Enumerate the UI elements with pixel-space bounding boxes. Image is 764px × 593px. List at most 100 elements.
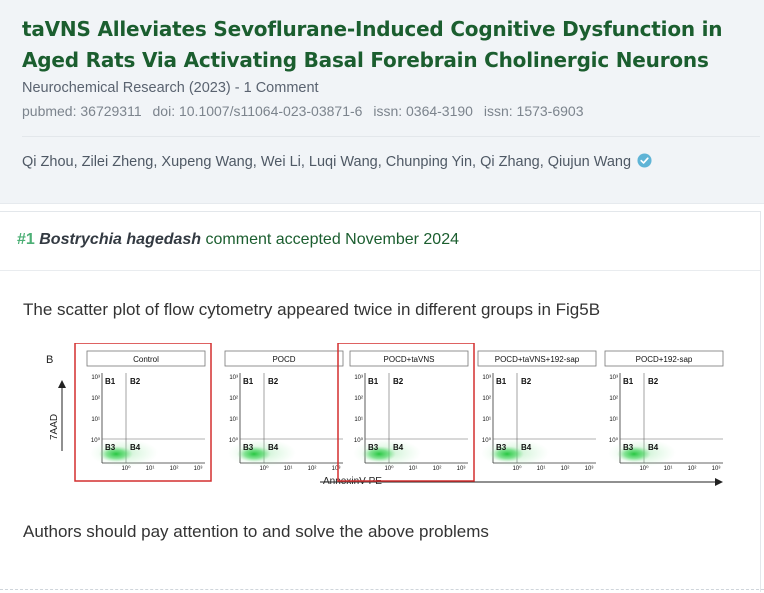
y-tick-label: 10¹: [91, 417, 100, 423]
y-tick-label: 10⁰: [609, 437, 619, 444]
comment-paragraph: Authors should pay attention to and solv…: [23, 522, 489, 541]
issn-electronic: issn: 1573-6903: [483, 103, 584, 119]
x-tick-label: 10¹: [146, 466, 155, 472]
quadrant-label: B3: [243, 443, 254, 452]
y-tick-label: 10³: [91, 375, 100, 381]
x-tick-label: 10³: [457, 466, 466, 472]
y-axis-label: 7AAD: [49, 414, 60, 440]
comment-status: comment accepted November 2024: [205, 231, 459, 248]
y-tick-label: 10³: [229, 375, 238, 381]
x-tick-label: 10³: [585, 466, 594, 472]
quadrant-label: B1: [496, 377, 507, 386]
y-tick-label: 10³: [609, 375, 618, 381]
y-tick-label: 10¹: [354, 417, 363, 423]
cell-population: [362, 446, 396, 462]
x-tick-label: 10¹: [664, 466, 673, 472]
duplicate-highlight-box: [74, 343, 212, 482]
verified-check-icon: [637, 153, 652, 172]
y-tick-label: 10⁰: [482, 437, 492, 444]
journal-info: Neurochemical Research (2023) - 1 Commen…: [22, 80, 319, 96]
group-title-box: [477, 350, 597, 367]
y-tick-label: 10³: [354, 375, 363, 381]
quadrant-label: B4: [268, 443, 279, 452]
issn-print: issn: 0364-3190: [373, 103, 473, 119]
y-tick-label: 10²: [91, 396, 100, 402]
group-label: POCD+taVNS: [384, 355, 435, 364]
y-tick-label: 10²: [354, 396, 363, 402]
quadrant-label: B2: [268, 377, 279, 386]
x-tick-label: 10²: [688, 466, 697, 472]
quadrant-label: B2: [393, 377, 404, 386]
cytometry-panel: POCD+taVNS B1 B2 B3 B4 10³ 10² 10¹ 10⁰ 10⁰ 10¹ 10² 1…: [337, 343, 475, 482]
cell-population: [99, 446, 133, 462]
quadrant-label: B2: [130, 377, 141, 386]
x-tick-label: 10⁰: [512, 465, 522, 472]
quadrant-label: B3: [105, 443, 116, 452]
bottom-divider: [0, 589, 764, 590]
quadrant-label: B4: [130, 443, 141, 452]
quadrant-label: B1: [623, 377, 634, 386]
y-tick-label: 10¹: [482, 417, 491, 423]
comment-card: #1 Bostrychia hagedash comment accepted …: [0, 211, 761, 592]
author-list: Qi Zhou, Zilei Zheng, Xupeng Wang, Wei L…: [22, 153, 652, 172]
cytometry-panel: POCD B1 B2 B3 B4 10³ 10² 10¹ 10⁰ 10⁰ 10¹ 10² 10³: [224, 350, 344, 472]
quadrant-label: B4: [521, 443, 532, 452]
x-tick-label: 10⁰: [384, 465, 394, 472]
x-tick-label: 10⁰: [121, 465, 131, 472]
pubmed-id[interactable]: pubmed: 36729311: [22, 103, 142, 119]
y-tick-label: 10²: [482, 396, 491, 402]
group-label: Control: [133, 355, 159, 364]
cell-population: [490, 446, 524, 462]
duplicate-highlight-box: [337, 343, 475, 482]
comment-paragraph: The scatter plot of flow cytometry appea…: [23, 300, 601, 319]
quadrant-label: B1: [368, 377, 379, 386]
y-tick-label: 10⁰: [91, 437, 101, 444]
cell-population: [237, 446, 271, 462]
x-tick-label: 10¹: [409, 466, 418, 472]
quadrant-label: B3: [496, 443, 507, 452]
paper-title[interactable]: taVNS Alleviates Sevoflurane-Induced Cog…: [22, 17, 723, 72]
quadrant-label: B1: [105, 377, 116, 386]
x-tick-label: 10²: [170, 466, 179, 472]
comment-number[interactable]: #1: [17, 231, 35, 248]
y-tick-label: 10¹: [229, 417, 238, 423]
quadrant-label: B3: [368, 443, 379, 452]
group-label: POCD+taVNS+192-sap: [495, 355, 580, 364]
y-tick-label: 10⁰: [229, 437, 239, 444]
paper-header: taVNS Alleviates Sevoflurane-Induced Cog…: [0, 0, 764, 204]
comment-meta: #1 Bostrychia hagedash comment accepted …: [17, 231, 459, 249]
group-title-box: [604, 350, 724, 367]
quadrant-label: B2: [521, 377, 532, 386]
header-divider: [22, 136, 760, 137]
x-tick-label: 10²: [561, 466, 570, 472]
group-title-box: [86, 350, 206, 367]
y-tick-label: 10²: [609, 396, 618, 402]
doi-id[interactable]: doi: 10.1007/s11064-023-03871-6: [152, 103, 363, 119]
x-tick-label: 10³: [194, 466, 203, 472]
identifier-list: pubmed: 36729311 doi: 10.1007/s11064-023…: [22, 103, 591, 119]
quadrant-label: B2: [648, 377, 659, 386]
quadrant-label: B4: [393, 443, 404, 452]
cytometry-panel: POCD+192-sap B1 B2 B3 B4 10³ 10² 10¹ 10⁰ 10⁰ 10¹ 10…: [604, 350, 724, 472]
y-tick-label: 10³: [482, 375, 491, 381]
cytometry-panel: Control B1 B2 B3 B4 10³ 10² 10¹ 10⁰ 10⁰ 10¹ 10² 10³: [74, 343, 212, 482]
x-tick-label: 10¹: [284, 466, 293, 472]
x-tick-label: 10⁰: [639, 465, 649, 472]
x-tick-label: 10⁰: [259, 465, 269, 472]
x-tick-label: 10¹: [537, 466, 546, 472]
quadrant-label: B1: [243, 377, 254, 386]
group-label: POCD+192-sap: [636, 355, 693, 364]
x-tick-label: 10²: [433, 466, 442, 472]
y-tick-label: 10⁰: [354, 437, 364, 444]
panel-letter: B: [46, 354, 53, 366]
authors-text: Qi Zhou, Zilei Zheng, Xupeng Wang, Wei L…: [22, 154, 632, 170]
x-tick-label: 10³: [332, 466, 341, 472]
y-tick-label: 10²: [229, 396, 238, 402]
cell-population: [617, 446, 651, 462]
quadrant-label: B3: [623, 443, 634, 452]
x-tick-label: 10²: [308, 466, 317, 472]
comment-author[interactable]: Bostrychia hagedash: [39, 231, 202, 248]
group-title-box: [224, 350, 344, 367]
